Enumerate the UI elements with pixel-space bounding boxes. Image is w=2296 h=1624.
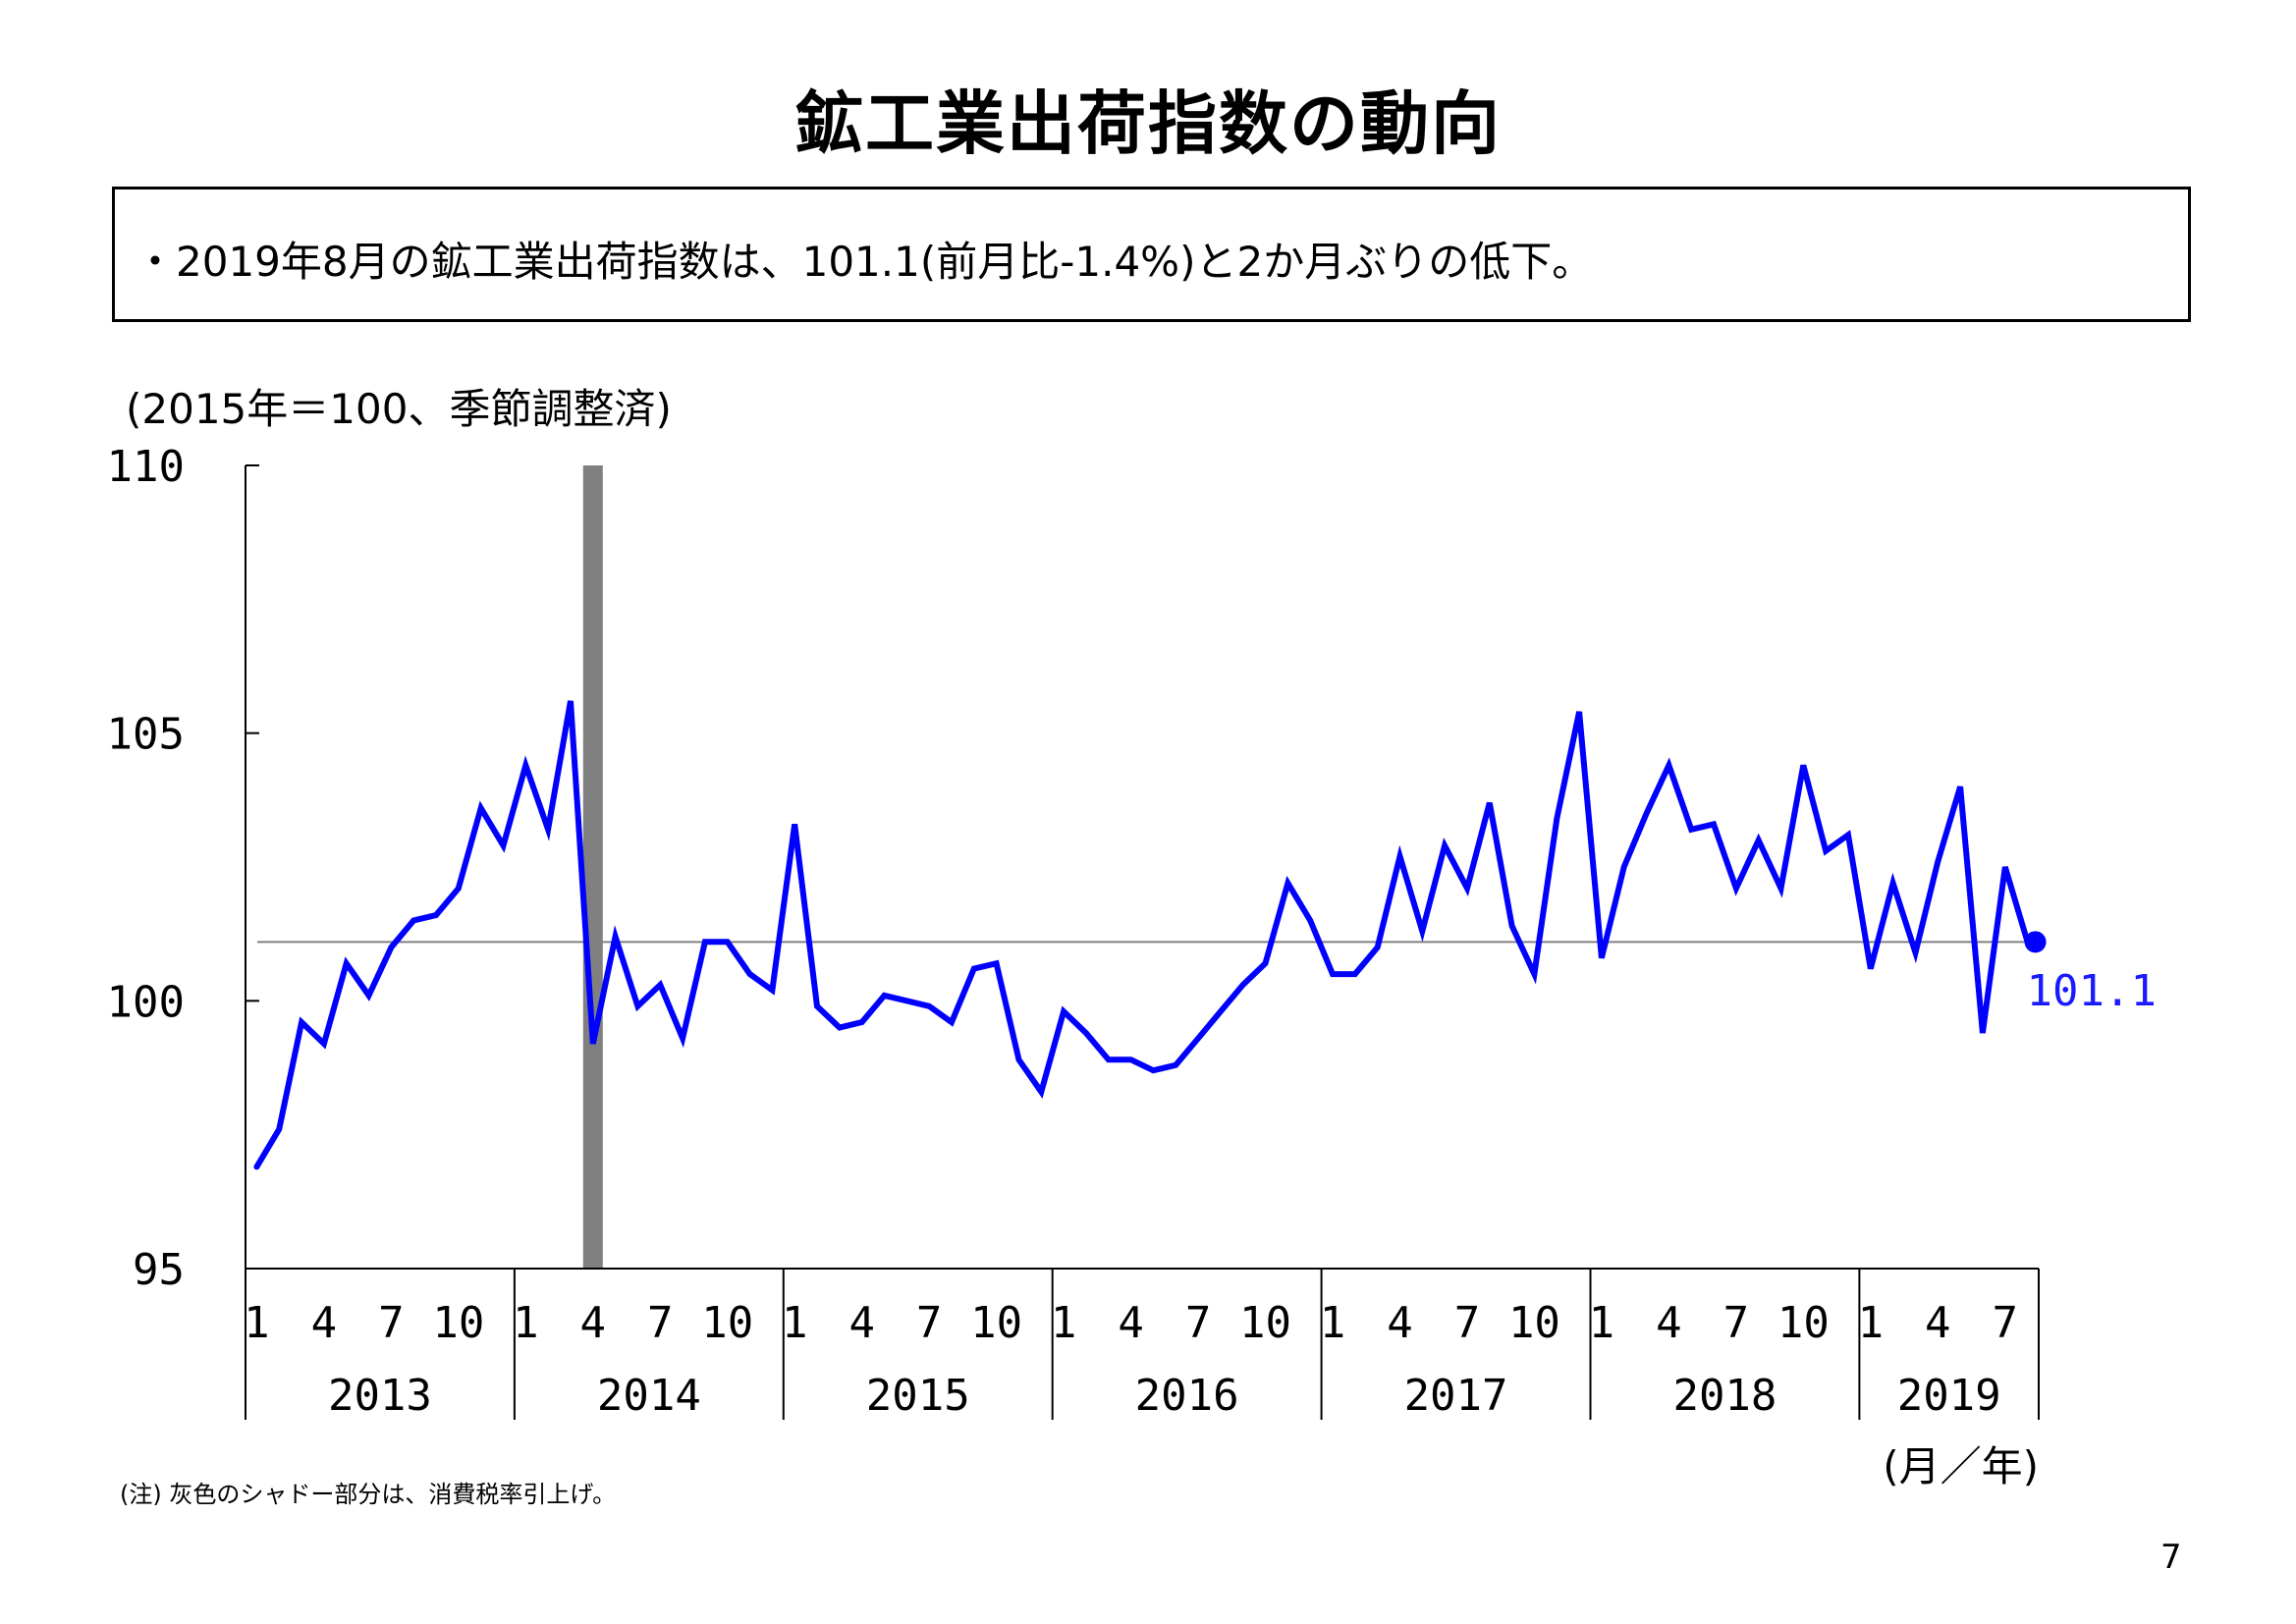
month-tick-label: 7 bbox=[916, 1298, 943, 1348]
footnote: (注) 灰色のシャドー部分は、消費税率引上げ。 bbox=[120, 1481, 617, 1508]
page-number: 7 bbox=[2160, 1538, 2182, 1577]
latest-value-label: 101.1 bbox=[2027, 966, 2157, 1016]
latest-point-marker bbox=[2024, 931, 2047, 953]
month-tick-label: 4 bbox=[311, 1298, 338, 1348]
year-label: 2014 bbox=[597, 1371, 701, 1421]
month-tick-label: 4 bbox=[1118, 1298, 1144, 1348]
year-label: 2015 bbox=[866, 1371, 970, 1421]
axis-layer bbox=[245, 464, 2040, 1420]
unit-note: (2015年＝100、季節調整済) bbox=[126, 385, 672, 433]
shipments-index-line bbox=[253, 700, 2031, 1170]
year-label: 2016 bbox=[1135, 1371, 1239, 1421]
month-tick-label: 10 bbox=[1239, 1298, 1291, 1348]
month-tick-label: 10 bbox=[701, 1298, 753, 1348]
month-tick-label: 1 bbox=[1858, 1298, 1885, 1348]
month-tick-label: 7 bbox=[1993, 1298, 2019, 1348]
month-tick-label: 7 bbox=[378, 1298, 405, 1348]
year-label: 2017 bbox=[1404, 1371, 1508, 1421]
month-tick-label: 1 bbox=[1320, 1298, 1346, 1348]
month-tick-label: 7 bbox=[1723, 1298, 1750, 1348]
year-label: 2019 bbox=[1897, 1371, 2001, 1421]
summary-text: ・2019年8月の鉱工業出荷指数は、101.1(前月比-1.4%)と2か月ぶりの… bbox=[135, 238, 1594, 286]
x-axis-unit-label: (月／年) bbox=[1883, 1442, 2039, 1490]
month-tick-label: 4 bbox=[1387, 1298, 1413, 1348]
month-tick-label: 4 bbox=[580, 1298, 607, 1348]
month-tick-label: 1 bbox=[782, 1298, 808, 1348]
year-label: 2013 bbox=[328, 1371, 432, 1421]
month-tick-label: 7 bbox=[1185, 1298, 1212, 1348]
month-tick-label: 7 bbox=[647, 1298, 674, 1348]
tax-hike-shade bbox=[582, 465, 603, 1269]
tax-hike-shade-layer bbox=[582, 465, 603, 1269]
month-tick-label: 10 bbox=[1777, 1298, 1830, 1348]
page-title: 鉱工業出荷指数の動向 bbox=[794, 83, 1502, 164]
month-tick-label: 4 bbox=[1925, 1298, 1951, 1348]
month-tick-label: 7 bbox=[1454, 1298, 1481, 1348]
month-tick-label: 1 bbox=[1589, 1298, 1615, 1348]
series-layer: 101.1 bbox=[253, 700, 2157, 1170]
summary-box: ・2019年8月の鉱工業出荷指数は、101.1(前月比-1.4%)と2か月ぶりの… bbox=[112, 187, 2191, 322]
year-label: 2018 bbox=[1672, 1371, 1777, 1421]
month-tick-label: 10 bbox=[1508, 1298, 1560, 1348]
y-tick-label: 100 bbox=[107, 977, 185, 1027]
month-tick-label: 10 bbox=[970, 1298, 1022, 1348]
month-tick-label: 1 bbox=[244, 1298, 270, 1348]
y-tick-label: 95 bbox=[133, 1245, 185, 1295]
month-tick-label: 1 bbox=[513, 1298, 539, 1348]
month-tick-label: 4 bbox=[848, 1298, 875, 1348]
month-tick-label: 4 bbox=[1656, 1298, 1682, 1348]
y-tick-label: 105 bbox=[107, 710, 185, 760]
y-tick-label: 110 bbox=[107, 442, 185, 492]
month-tick-label: 10 bbox=[432, 1298, 484, 1348]
month-tick-label: 1 bbox=[1051, 1298, 1077, 1348]
